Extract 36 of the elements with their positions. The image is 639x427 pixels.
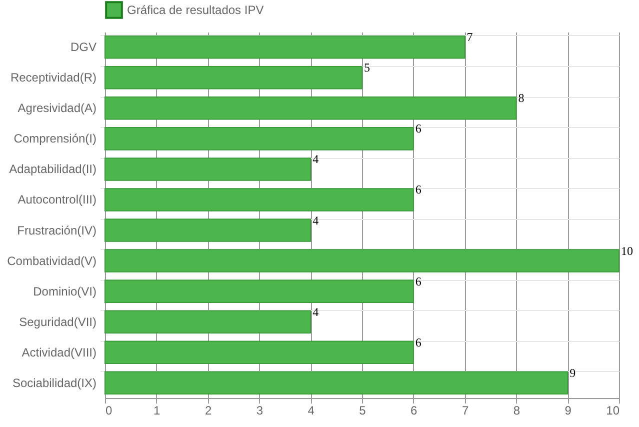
data-label: 5: [364, 60, 370, 75]
data-label: 4: [312, 213, 319, 228]
y-tick-label: Comprensión(I): [14, 132, 96, 146]
y-tick-label: Combatividad(V): [7, 254, 96, 268]
data-label: 9: [570, 366, 576, 380]
x-tick-label: 4: [308, 404, 315, 418]
y-tick-label: Actividad(VIII): [22, 345, 96, 360]
x-tick-label: 3: [256, 404, 264, 418]
y-tick-label: DGV: [70, 40, 96, 54]
data-label: 6: [415, 122, 422, 136]
data-label: 6: [415, 182, 422, 197]
y-tick-label: Seguridad(VII): [19, 314, 96, 329]
data-label: 8: [518, 91, 524, 106]
y-tick-label: Autocontrol(III): [18, 192, 96, 207]
y-tick-label: Adaptabilidad(II): [9, 162, 96, 176]
data-label: 4: [312, 304, 319, 319]
x-tick-label: 0: [106, 404, 112, 418]
data-label: 6: [415, 274, 422, 288]
data-label: 7: [466, 30, 473, 44]
x-tick-label: 8: [513, 404, 520, 418]
y-tick-label: Sociabilidad(IX): [12, 376, 96, 390]
y-tick-label: Receptividad(R): [10, 70, 96, 85]
x-tick-label: 2: [204, 404, 212, 418]
x-tick-label: 5: [359, 404, 366, 418]
x-tick-label: 6: [410, 404, 418, 418]
legend-label: Gráfica de resultados IPV: [127, 3, 264, 17]
y-tick-label: Agresividad(A): [18, 101, 96, 116]
data-label: 10: [621, 244, 633, 258]
y-tick-label: Dominio(VI): [33, 284, 96, 298]
x-tick-label: 10: [606, 404, 620, 418]
x-tick-label: 7: [462, 404, 469, 418]
data-label: 4: [312, 152, 319, 166]
y-tick-label: Frustración(IV): [17, 223, 96, 238]
x-tick-label: 1: [154, 404, 161, 418]
data-label: 6: [415, 335, 422, 350]
x-tick-label: 9: [564, 404, 572, 418]
